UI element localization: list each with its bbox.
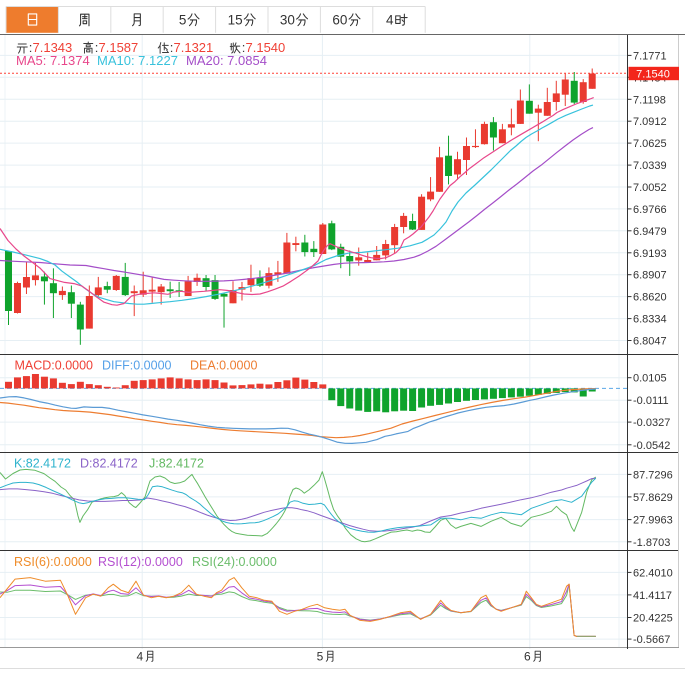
svg-text:7.0625: 7.0625 <box>633 138 667 150</box>
svg-text:K:82.4172: K:82.4172 <box>14 457 71 471</box>
svg-text:15: 15 <box>228 13 243 28</box>
svg-text:-0.0111: -0.0111 <box>633 395 669 407</box>
svg-text:60: 60 <box>332 13 347 28</box>
svg-text:7.1540: 7.1540 <box>636 69 670 81</box>
svg-text:7.0052: 7.0052 <box>633 182 667 194</box>
svg-text:MACD:0.0000: MACD:0.0000 <box>15 359 94 373</box>
svg-text::: : <box>170 40 174 55</box>
svg-text:62.4010: 62.4010 <box>633 567 673 579</box>
svg-text:DIFF:0.0000: DIFF:0.0000 <box>102 359 172 373</box>
svg-text:6: 6 <box>524 650 531 664</box>
svg-text:57.8629: 57.8629 <box>633 492 673 504</box>
svg-text:0.0105: 0.0105 <box>633 373 667 385</box>
svg-text:7.0339: 7.0339 <box>633 160 667 172</box>
svg-text:DEA:0.0000: DEA:0.0000 <box>190 359 257 373</box>
svg-text:RSI(24):0.0000: RSI(24):0.0000 <box>192 555 277 569</box>
svg-text:5: 5 <box>179 13 187 28</box>
svg-text:D:82.4172: D:82.4172 <box>80 457 138 471</box>
svg-text:7.1198: 7.1198 <box>633 94 666 106</box>
svg-text:RSI(6):0.0000: RSI(6):0.0000 <box>14 555 92 569</box>
svg-text:27.9963: 27.9963 <box>633 515 673 527</box>
svg-text:7.1540: 7.1540 <box>246 40 286 55</box>
svg-text:-1.8703: -1.8703 <box>633 537 670 549</box>
svg-text:-0.0327: -0.0327 <box>633 417 670 429</box>
svg-text:6.8047: 6.8047 <box>633 336 667 348</box>
svg-text:7.1321: 7.1321 <box>174 40 214 55</box>
svg-text:5: 5 <box>317 650 324 664</box>
svg-text::: : <box>95 40 99 55</box>
svg-text:6.9193: 6.9193 <box>633 248 667 260</box>
svg-text:-0.5667: -0.5667 <box>633 634 670 646</box>
svg-text:7.1587: 7.1587 <box>99 40 139 55</box>
svg-text:7.0912: 7.0912 <box>633 116 667 128</box>
svg-text:6.9479: 6.9479 <box>633 226 667 238</box>
svg-text::: : <box>242 40 246 55</box>
svg-text:MA10: 7.1227: MA10: 7.1227 <box>97 53 178 68</box>
svg-text:J:82.4172: J:82.4172 <box>149 457 204 471</box>
svg-text:4: 4 <box>386 13 394 28</box>
svg-text:MA5: 7.1374: MA5: 7.1374 <box>16 53 90 68</box>
svg-text:30: 30 <box>280 13 295 28</box>
svg-text:41.4117: 41.4117 <box>633 590 672 602</box>
svg-text:20.4225: 20.4225 <box>633 613 673 625</box>
svg-text:6.8620: 6.8620 <box>633 292 667 304</box>
svg-text:MA20: 7.0854: MA20: 7.0854 <box>186 53 267 68</box>
svg-text:6.8334: 6.8334 <box>633 314 667 326</box>
svg-text:4: 4 <box>137 650 144 664</box>
svg-text::: : <box>29 40 33 55</box>
svg-text:87.7296: 87.7296 <box>633 469 673 481</box>
svg-text:7.1343: 7.1343 <box>33 40 73 55</box>
svg-text:-0.0542: -0.0542 <box>633 440 670 452</box>
svg-text:6.9766: 6.9766 <box>633 204 667 216</box>
svg-text:6.8907: 6.8907 <box>633 270 667 282</box>
svg-text:RSI(12):0.0000: RSI(12):0.0000 <box>98 555 183 569</box>
svg-text:7.1771: 7.1771 <box>633 50 667 62</box>
